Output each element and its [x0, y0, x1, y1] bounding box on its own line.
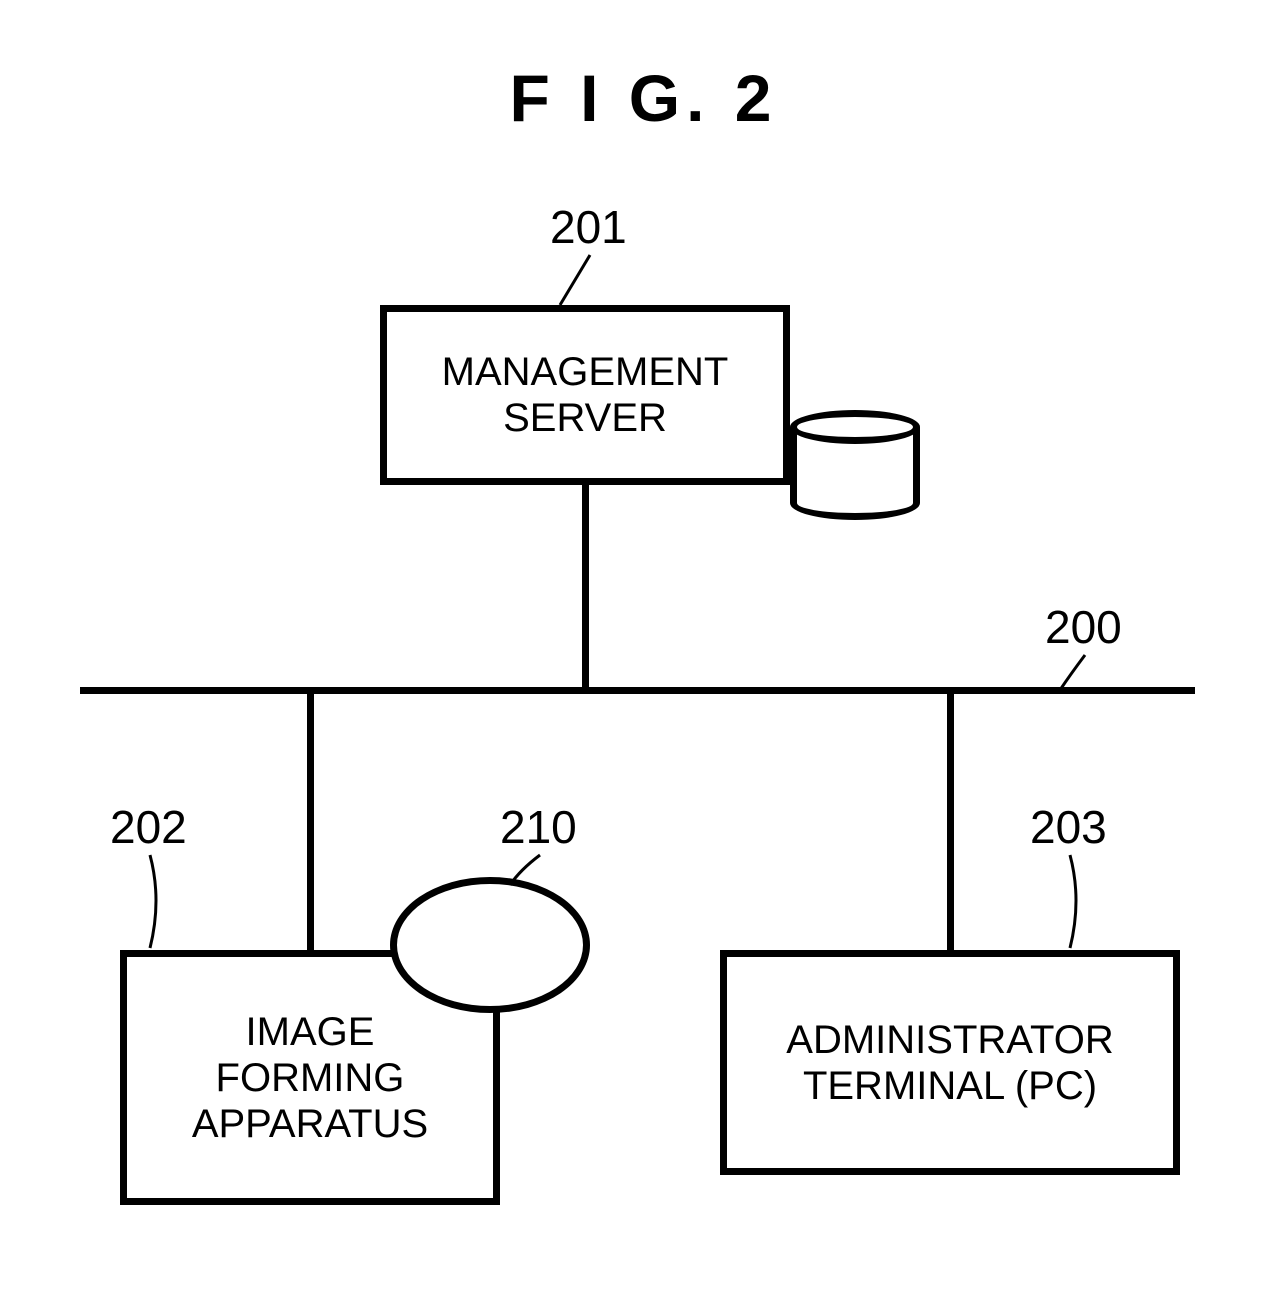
leader-210: [505, 850, 545, 890]
management-server-box: MANAGEMENTSERVER: [380, 305, 790, 485]
ref-200: 200: [1045, 600, 1122, 654]
figure-title: F I G. 2: [0, 60, 1287, 136]
database-icon: [790, 410, 920, 520]
figure-stage: F I G. 2 MANAGEMENTSERVER IMAGEFORMINGAP…: [0, 0, 1287, 1297]
ref-203: 203: [1030, 800, 1107, 854]
server-drop-line: [582, 485, 589, 690]
unit-210-ellipse: [390, 877, 590, 1013]
management-server-label: MANAGEMENTSERVER: [442, 349, 729, 441]
leader-202: [145, 850, 167, 953]
leader-200: [1055, 650, 1090, 695]
leader-201: [555, 250, 595, 310]
ref-201: 201: [550, 200, 627, 254]
administrator-terminal-label: ADMINISTRATORTERMINAL (PC): [786, 1017, 1113, 1109]
leader-203: [1065, 850, 1087, 953]
database-top-ellipse: [790, 410, 920, 444]
ref-210: 210: [500, 800, 577, 854]
administrator-terminal-box: ADMINISTRATORTERMINAL (PC): [720, 950, 1180, 1175]
terminal-drop-line: [947, 690, 954, 950]
ref-202: 202: [110, 800, 187, 854]
network-bus-line: [80, 687, 1195, 694]
image-forming-apparatus-label: IMAGEFORMINGAPPARATUS: [192, 1009, 428, 1147]
imgapp-drop-line: [307, 690, 314, 950]
